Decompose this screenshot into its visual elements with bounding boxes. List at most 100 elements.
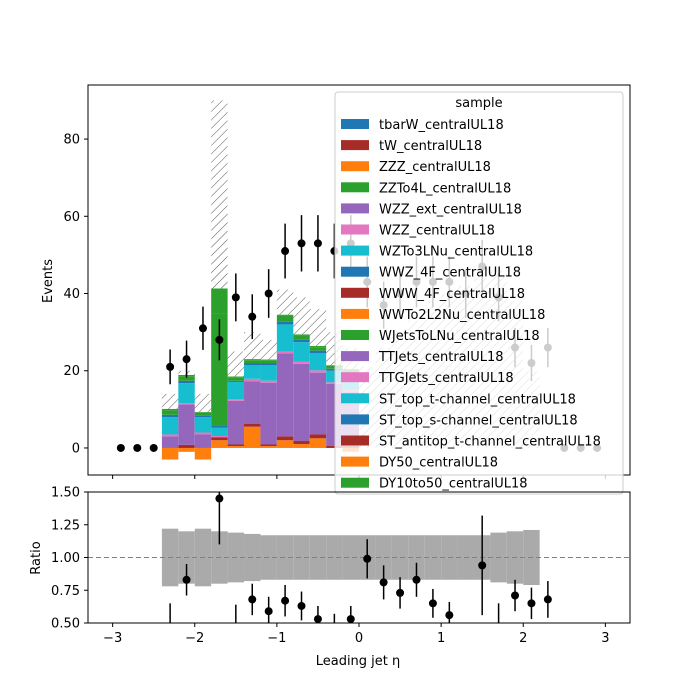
bar-segment [211, 425, 228, 428]
bar-segment [260, 444, 277, 447]
bar-segment [260, 365, 277, 381]
bar-segment [276, 353, 294, 437]
ratio-band-bin [276, 535, 294, 580]
bar-segment [326, 445, 343, 448]
bar-segment [244, 423, 261, 427]
bar-segment [161, 436, 179, 448]
ratio-band-bin [342, 535, 359, 580]
legend-swatch [341, 393, 369, 404]
bar-segment [161, 417, 179, 435]
x-tick-label: 0 [355, 631, 363, 646]
legend-swatch [341, 308, 369, 319]
ratio-point [495, 626, 503, 634]
ratio-point [428, 599, 437, 608]
y-tick-label: 40 [63, 287, 80, 302]
data-point [149, 443, 158, 452]
ratio-point [396, 588, 405, 597]
data-point [166, 362, 175, 371]
ratio-point [346, 615, 355, 623]
legend-label: WJetsToLNu_centralUL18 [379, 329, 540, 344]
ratio-band-bin [375, 535, 392, 580]
bar-segment [276, 324, 294, 352]
legend-swatch [341, 182, 369, 193]
legend-swatch [341, 372, 369, 383]
ratio-y-tick-label: 0.75 [51, 584, 80, 599]
bar-segment [309, 350, 327, 353]
legend-swatch [341, 287, 369, 298]
ratio-point [182, 575, 191, 584]
legend-label: TTGJets_centralUL18 [378, 371, 514, 386]
bar-segment [326, 382, 343, 384]
legend-label: WWZ_4F_centralUL18 [379, 266, 521, 281]
bar-segment [211, 437, 228, 441]
legend-label: ST_top_s-channel_centralUL18 [379, 413, 578, 428]
bar-segment [211, 440, 228, 448]
legend-swatch [341, 245, 369, 256]
ratio-point [313, 615, 322, 623]
ratio-point [281, 596, 290, 605]
data-point [133, 443, 142, 452]
uncertainty-hatch-bin [309, 308, 327, 347]
ratio-point [527, 599, 536, 608]
ratio-point [232, 626, 240, 634]
ratio-point [412, 575, 421, 584]
legend-swatch [341, 266, 369, 277]
legend-label: ST_top_t-channel_centralUL18 [379, 392, 576, 407]
ratio-point [363, 554, 372, 563]
data-point [313, 239, 322, 248]
legend-label: ZZTo4L_centralUL18 [379, 181, 511, 196]
bar-segment [211, 288, 228, 314]
legend-swatch [341, 477, 369, 488]
uncertainty-hatch-bin [194, 393, 212, 413]
ratio-point [166, 626, 174, 634]
bar-segment [260, 360, 277, 364]
bar-segment [293, 339, 310, 343]
bar-segment [293, 335, 310, 340]
y-tick-label: 80 [63, 133, 80, 148]
bar-segment [194, 434, 212, 448]
legend-label: tW_centralUL18 [379, 139, 482, 154]
bar-segment [194, 432, 212, 435]
ratio-band-bin [293, 535, 310, 580]
bar-segment [161, 410, 179, 415]
bar-segment [244, 381, 261, 424]
uncertainty-hatch-bin [227, 351, 245, 377]
bar-segment [227, 381, 245, 400]
bar-segment [309, 370, 327, 373]
ratio-point [333, 622, 336, 623]
bar-segment [260, 363, 277, 366]
ratio-band-bin [309, 535, 327, 580]
legend-label: WZTo3LNu_centralUL18 [379, 245, 533, 260]
data-point [215, 335, 224, 344]
legend: sample tbarW_centralUL18 tW_centralUL18 ZZ… [334, 91, 624, 495]
ratio-point [445, 611, 454, 620]
uncertainty-hatch-bin [293, 297, 310, 335]
bar-segment [309, 438, 327, 448]
bar-segment [260, 446, 277, 448]
bar-segment [244, 378, 261, 382]
bar-segment [161, 408, 179, 411]
x-tick-label: −3 [103, 631, 122, 646]
data-point [116, 443, 125, 452]
bar-segment [178, 447, 195, 452]
bar-segment [276, 314, 294, 316]
ratio-y-tick-label: 1.00 [51, 551, 80, 566]
bar-segment [161, 434, 179, 437]
bar-segment [309, 434, 327, 439]
legend-box [334, 91, 624, 495]
uncertainty-hatch-bin [211, 100, 228, 289]
ratio-point [379, 578, 388, 587]
legend-swatch [341, 456, 369, 467]
bar-segment [260, 382, 277, 445]
bar-segment [161, 414, 179, 418]
bar-segment [244, 365, 261, 379]
legend-swatch [341, 414, 369, 425]
bar-segment [178, 376, 195, 381]
data-point [264, 289, 273, 298]
legend-label: ST_antitop_t-channel_centralUL18 [379, 435, 601, 450]
bar-segment [293, 342, 310, 362]
ratio-band-bin [326, 535, 343, 580]
legend-swatch [341, 203, 369, 214]
bar-segment [227, 444, 245, 447]
legend-swatch [341, 224, 369, 235]
